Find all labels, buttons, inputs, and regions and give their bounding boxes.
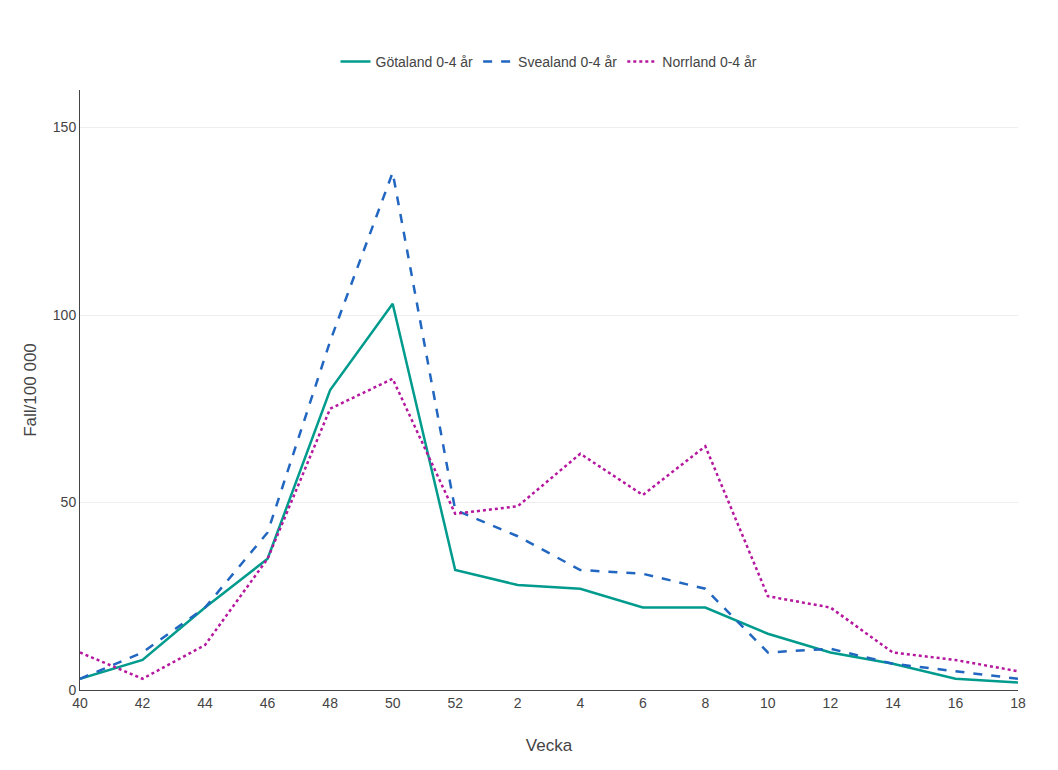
- svg-text:44: 44: [197, 695, 213, 711]
- svg-text:52: 52: [447, 695, 463, 711]
- svg-text:150: 150: [53, 119, 77, 135]
- svg-text:0: 0: [68, 682, 76, 698]
- svg-text:50: 50: [385, 695, 401, 711]
- svg-text:16: 16: [948, 695, 964, 711]
- svg-text:50: 50: [61, 494, 77, 510]
- svg-text:Norrland 0-4 år: Norrland 0-4 år: [662, 54, 756, 70]
- svg-text:14: 14: [885, 695, 901, 711]
- svg-text:Fall/100 000: Fall/100 000: [21, 343, 40, 437]
- svg-text:Vecka: Vecka: [526, 736, 573, 755]
- svg-text:6: 6: [639, 695, 647, 711]
- svg-text:2: 2: [514, 695, 522, 711]
- svg-text:8: 8: [701, 695, 709, 711]
- svg-text:10: 10: [760, 695, 776, 711]
- svg-text:42: 42: [135, 695, 151, 711]
- svg-text:100: 100: [53, 307, 77, 323]
- svg-text:40: 40: [72, 695, 88, 711]
- svg-text:Götaland 0-4 år: Götaland 0-4 år: [376, 54, 474, 70]
- svg-text:18: 18: [1010, 695, 1026, 711]
- svg-text:4: 4: [576, 695, 584, 711]
- svg-text:12: 12: [823, 695, 839, 711]
- svg-text:48: 48: [322, 695, 338, 711]
- svg-text:Svealand 0-4 år: Svealand 0-4 år: [518, 54, 617, 70]
- svg-text:46: 46: [260, 695, 276, 711]
